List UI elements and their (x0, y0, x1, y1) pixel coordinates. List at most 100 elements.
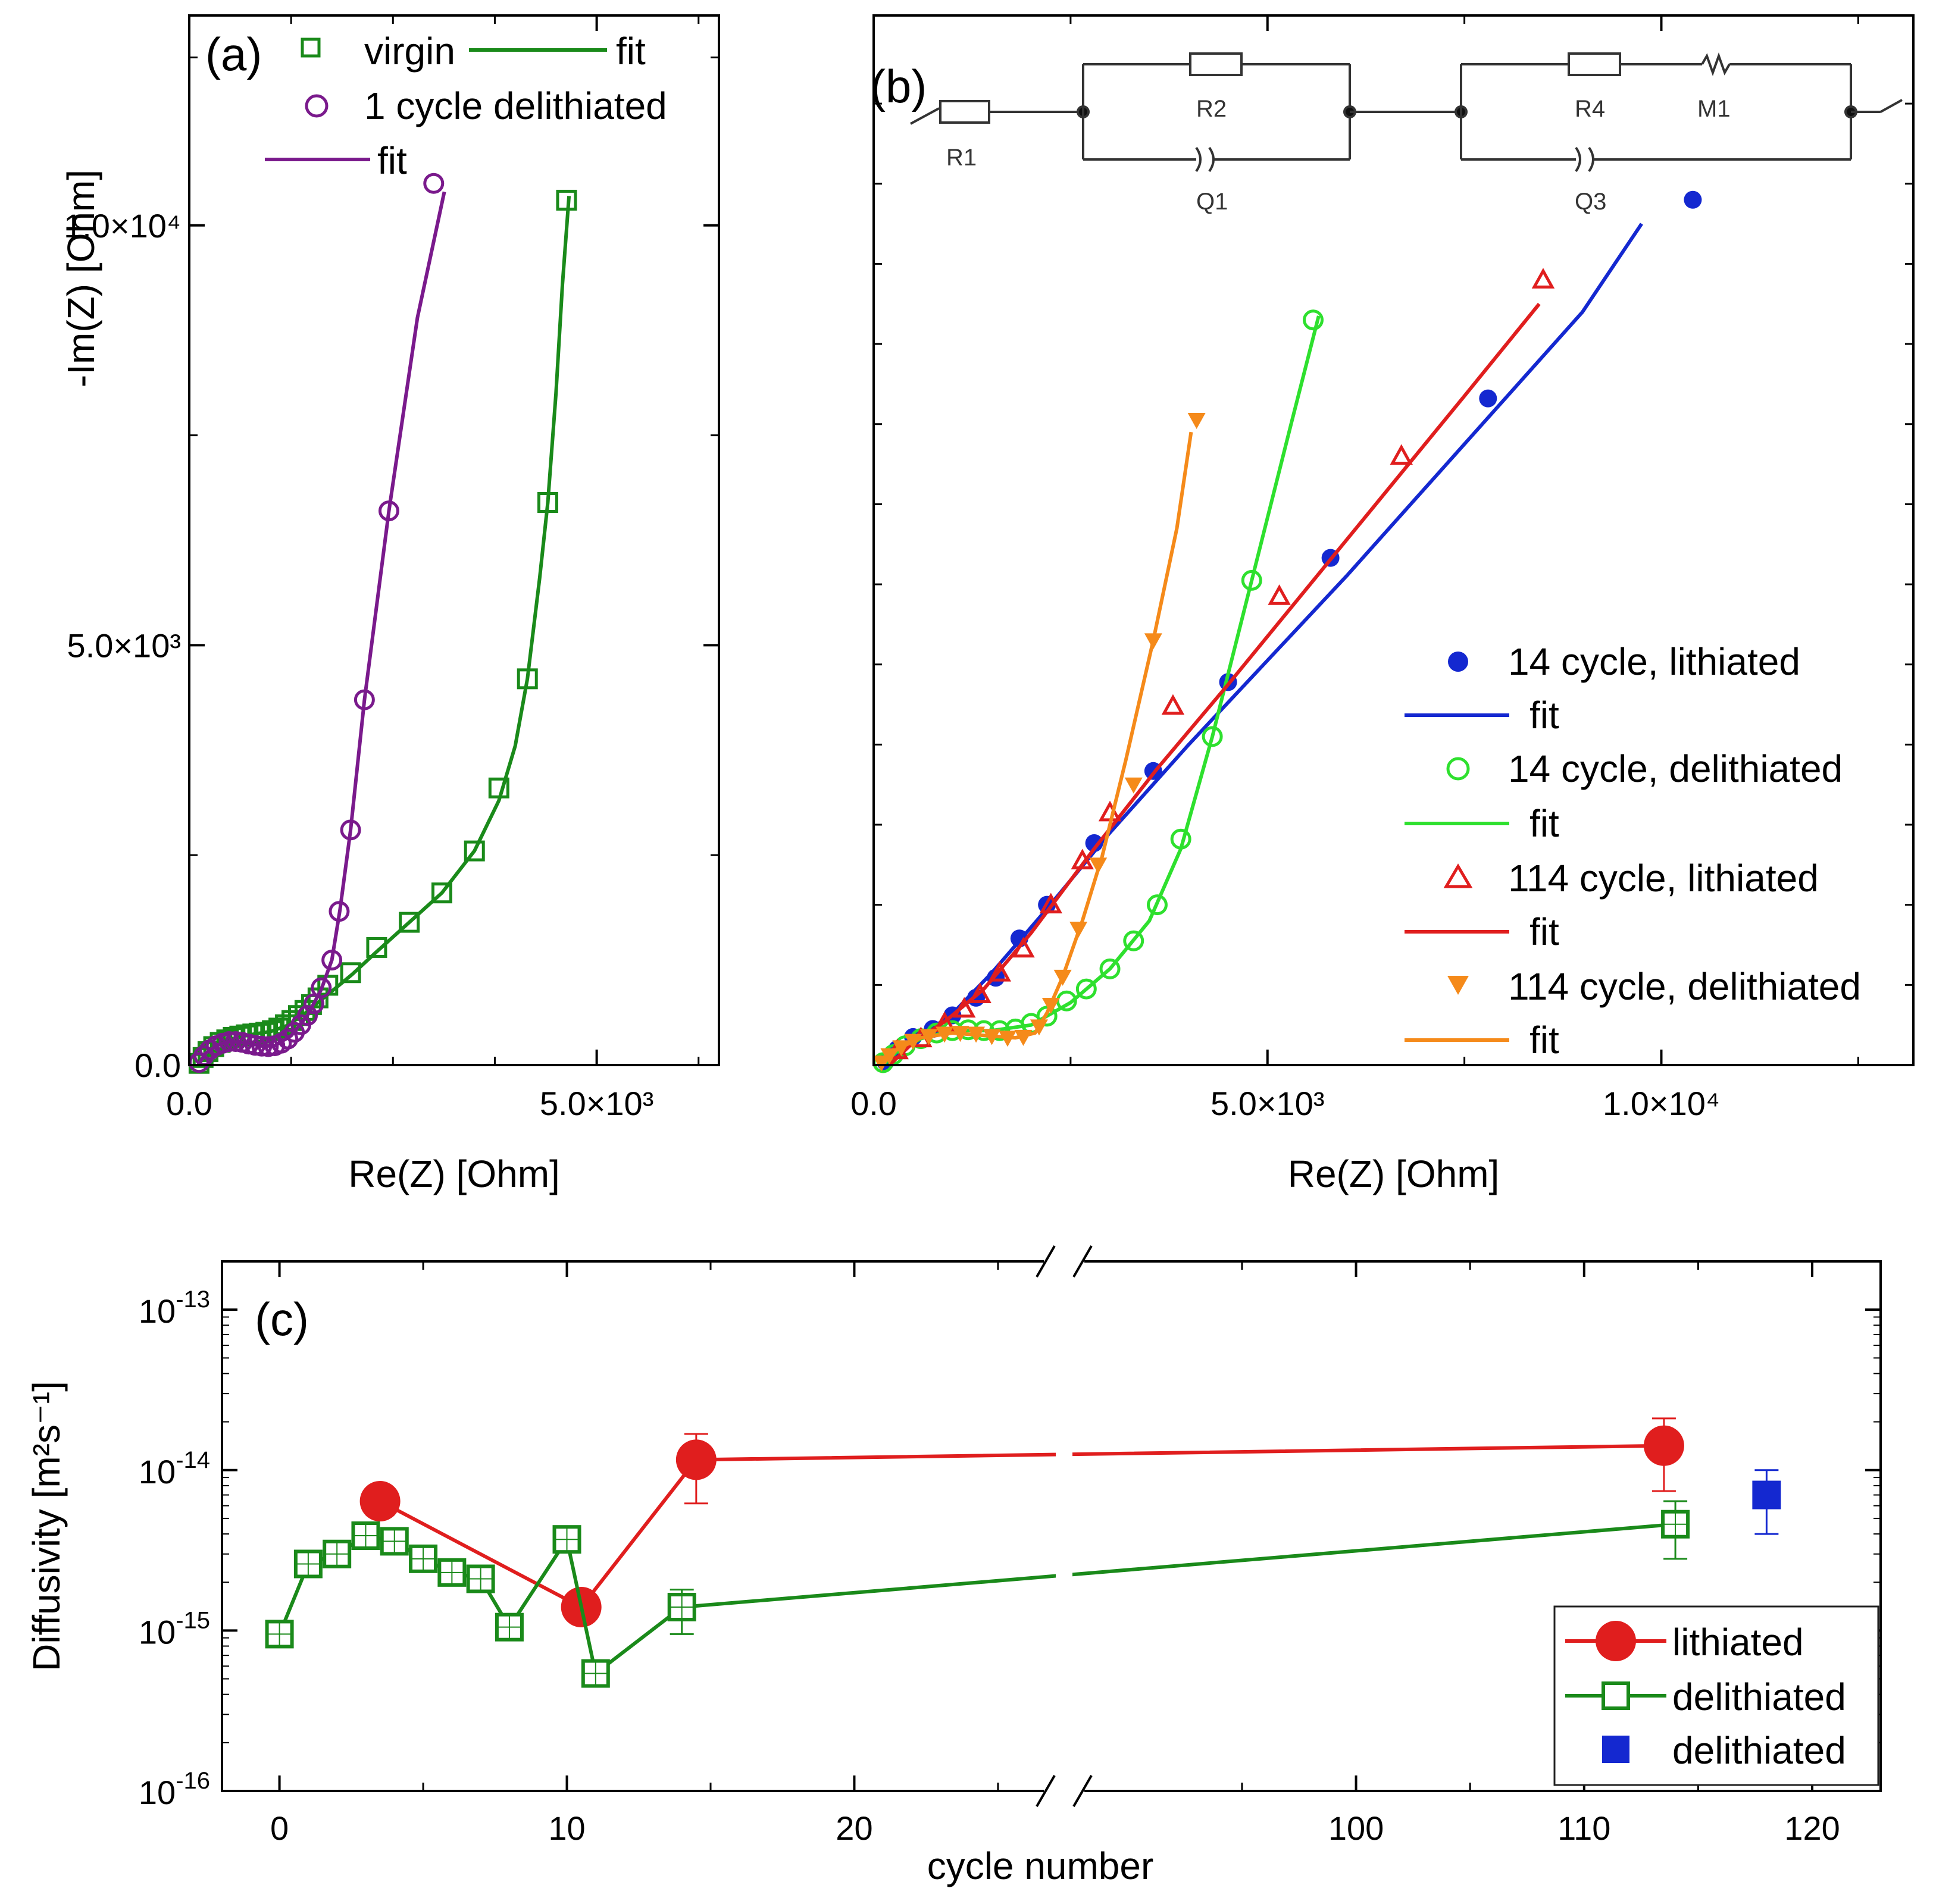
legend-b-14-lithiated-label: 14 cycle, lithiated (1508, 640, 1800, 683)
panel-a-series-0-virgin-point-25 (464, 840, 485, 862)
panel-a-series-2-1-cycle-delithiated-point-19 (311, 977, 332, 998)
panel-a-series-0-virgin-point-22 (366, 937, 387, 958)
panel-b-series-0-14-cycle-lithiated-point-13 (1479, 389, 1497, 408)
panel-c: 0 10 20 100 110 120 cycle number 10-13 10-14 10-1… (25, 1245, 1882, 1887)
panel-a-frame (188, 14, 720, 1066)
panel-b-x-tick-label-1: 5.0×10³ (1211, 1085, 1325, 1122)
panel-c-x-axis-label: cycle number (927, 1844, 1154, 1887)
panel-a-series-0-virgin-point-21 (340, 962, 361, 984)
panel-a-y-axis-label: -Im(Z) [Ohm] (60, 170, 102, 387)
circuit-r1-resistor (939, 100, 990, 124)
panel-b-series-4-114-cycle-lithiated-point-7 (1039, 892, 1063, 914)
panel-c-series-0-lithiated-point-0 (359, 1481, 401, 1522)
panel-c-y-tick-label-1: 10-14 (139, 1447, 210, 1490)
panel-c-axis-break-1 (1036, 1775, 1093, 1807)
panel-b-series-2-14-cycle-delithiated-point-19 (1241, 569, 1262, 591)
legend-c-lithiated-label: lithiated (1672, 1621, 1804, 1664)
panel-b-axes: 0.0 5.0×10³ 1.0×10⁴ Re(Z) [Ohm] (850, 14, 1915, 1195)
panel-a-series-3-fit (196, 191, 446, 1066)
circuit-lead-right (1880, 99, 1903, 113)
legend-c-lithiated-marker (1596, 1621, 1636, 1661)
legend-c-delithiated-blue-label: delithiated (1672, 1729, 1846, 1772)
panel-a-series-2-1-cycle-delithiated-point-25 (423, 173, 445, 194)
legend-b-114-lithiated-label: 114 cycle, lithiated (1508, 857, 1819, 900)
circuit-label-q1: Q1 (1196, 189, 1228, 215)
panel-c-label: (c) (255, 1293, 309, 1345)
panel-a-series-3-fit-line (196, 191, 446, 1066)
panel-b-series-2-14-cycle-delithiated-point-16 (1146, 894, 1168, 916)
panel-c-series-1-delithiated-point-0-hatch (267, 1621, 292, 1647)
panel-c-y-tick-label-3: 10-16 (139, 1768, 210, 1811)
legend-b-fit-green-label: fit (1529, 802, 1559, 845)
panel-b-series-4-114-cycle-lithiated-point-11 (1268, 584, 1291, 605)
panel-b-x-tick-label-2: 1.0×10⁴ (1603, 1085, 1720, 1122)
panel-b-series-4-114-cycle-lithiated-point-10 (1161, 694, 1185, 715)
legend-a-fit-purple-label: fit (377, 139, 407, 182)
panel-c-axes: 0 10 20 100 110 120 cycle number 10-13 10-14 10-1… (25, 1245, 1882, 1887)
legend-a-delithiated-marker (305, 94, 329, 118)
panel-b-series-6-114-cycle-delithiated-point-18 (1187, 413, 1206, 430)
panel-c-y-axis-label: Diffusivity [m²s⁻¹] (25, 1381, 68, 1671)
legend-b-114-lithiated-marker (1443, 863, 1473, 888)
panel-c-series-1-delithiated-point-6-hatch (439, 1559, 465, 1585)
panel-a-y-tick-label-1: 5.0×10³ (67, 627, 182, 664)
panel-c-series-1-delithiated-point-9-hatch (554, 1527, 580, 1552)
panel-c-series-0-lithiated-point-2 (675, 1439, 717, 1480)
legend-b-14-delithiated-label: 14 cycle, delithiated (1508, 747, 1843, 790)
panel-c-x-tick-label-5: 120 (1784, 1809, 1840, 1847)
panel-b-series-7-fit (880, 431, 1193, 1067)
circuit-r4-resistor (1568, 52, 1621, 76)
panel-a-series-2-1-cycle-delithiated-point-17 (297, 1005, 318, 1026)
panel-b-series-7-fit-line (880, 431, 1193, 1067)
panel-c-series-1-delithiated-point-2-hatch (324, 1541, 350, 1567)
circuit-m1-element (1701, 52, 1731, 76)
legend-c-delithiated-blue-marker (1602, 1736, 1629, 1763)
legend-c-delithiated-marker (1602, 1681, 1630, 1710)
panel-c-break-gap (1056, 1265, 1072, 1787)
legend-b-fit-blue-label: fit (1529, 694, 1559, 737)
panel-c-series-1-delithiated-point-11-hatch (669, 1594, 695, 1620)
legend-a-delithiated-label: 1 cycle delithiated (364, 84, 667, 127)
panel-c-series-1-delithiated-point-5-hatch (411, 1546, 436, 1571)
panel-b-label: (b) (870, 60, 927, 112)
panel-b-series-4-114-cycle-lithiated-point-12 (1390, 444, 1413, 465)
panel-c-series (265, 1417, 1781, 1688)
panel-c-series-1-delithiated-point-4-hatch (381, 1529, 407, 1554)
panel-b-series-4-114-cycle-lithiated-point-13 (1531, 268, 1555, 289)
panel-c-series-0-lithiated-point-3 (1643, 1425, 1684, 1466)
panel-b-series-0-14-cycle-lithiated-point-14 (1684, 190, 1702, 209)
panel-a-series-2-1-cycle-delithiated-point-14 (277, 1028, 299, 1050)
panel-c-series-1-delithiated-point-12-hatch (1663, 1511, 1688, 1537)
legend-b-14-delithiated-marker (1446, 757, 1470, 781)
panel-b-legend: 14 cycle, lithiated fit 14 cycle, delith… (1405, 640, 1861, 1061)
panel-b-series-2-14-cycle-delithiated-point-18 (1202, 726, 1223, 747)
legend-b-114-delithiated-label: 114 cycle, delithiated (1508, 965, 1861, 1008)
panel-b-series-2-14-cycle-delithiated-point-11 (1036, 1006, 1058, 1027)
panel-a-legend: virgin fit 1 cycle delithiated fit (265, 30, 667, 182)
panel-c-y-tick-label-2: 10-15 (139, 1607, 210, 1651)
panel-c-legend: lithiated delithiated delithiated (1553, 1605, 1879, 1786)
panel-a-y-tick-label-0: 0.0 (135, 1047, 181, 1084)
panel-c-axis-break-0 (1036, 1245, 1093, 1277)
panel-c-frame-right (1084, 1260, 1882, 1792)
panel-b-frame (872, 14, 1915, 1066)
panel-c-series-1-delithiated-point-3-hatch (353, 1523, 379, 1549)
panel-c-series-1-delithiated-point-1-hatch (295, 1551, 321, 1577)
panel-c-series-0-lithiated (359, 1417, 1684, 1627)
panel-c-x-tick-label-1: 10 (548, 1809, 585, 1847)
panel-b-series-2-14-cycle-delithiated-point-14 (1099, 958, 1121, 979)
legend-a-virgin-label: virgin (364, 30, 455, 73)
panel-b-x-tick-label-0: 0.0 (850, 1085, 897, 1122)
panel-c-x-tick-label-2: 20 (836, 1809, 872, 1847)
panel-b-series-5-fit-line (888, 302, 1541, 1067)
panel-c-series-1-delithiated-point-10-hatch (583, 1661, 608, 1686)
panel-a-axes: 0.0 5.0×10³ 0.0 5.0×10³ 1.0×10⁴ Re(Z) [Ohm] -I… (60, 14, 720, 1195)
panel-a-x-axis-label: Re(Z) [Ohm] (348, 1153, 560, 1195)
legend-b-114-delithiated-marker (1447, 976, 1469, 995)
circuit-q1-cpe (1195, 146, 1215, 173)
panel-b-series-4-114-cycle-lithiated-point-5 (988, 960, 1012, 982)
legend-b-fit-red-label: fit (1529, 910, 1559, 953)
panel-c-x-tick-label-0: 0 (270, 1809, 289, 1847)
